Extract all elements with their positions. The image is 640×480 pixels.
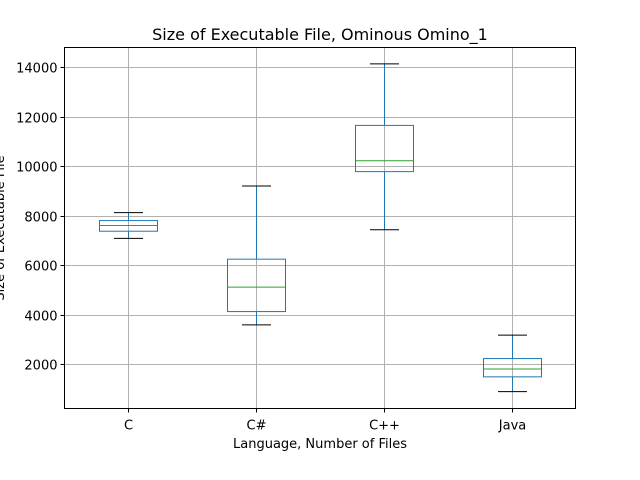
y-tick-label: 10000 <box>16 161 57 176</box>
x-tick-label: C <box>124 419 133 434</box>
iqr-box <box>355 124 414 173</box>
y-tick-label: 2000 <box>24 359 57 374</box>
box-layer <box>99 63 542 393</box>
chart-title: Size of Executable File, Ominous Omino_1 <box>152 25 488 45</box>
box-java <box>483 334 542 393</box>
x-ticks: C C# C++ Java <box>124 408 526 434</box>
x-tick-label: C++ <box>369 419 400 434</box>
iqr-box <box>227 258 286 313</box>
box-csharp <box>227 185 286 326</box>
x-tick-label: C# <box>247 419 267 434</box>
x-tick-label: Java <box>498 419 526 434</box>
y-tick-label: 6000 <box>24 260 57 275</box>
y-tick-label: 14000 <box>16 62 57 77</box>
box-cplusplus <box>355 63 414 231</box>
y-tick-label: 8000 <box>24 211 57 226</box>
box-c <box>99 212 158 239</box>
grid <box>64 47 576 409</box>
iqr-box <box>483 358 542 378</box>
y-tick-label: 12000 <box>16 112 57 127</box>
plot-frame <box>64 47 576 409</box>
y-ticks: 2000 4000 6000 8000 10000 12000 14000 <box>16 62 65 374</box>
x-axis-label: Language, Number of Files <box>233 437 407 452</box>
y-tick-label: 4000 <box>24 310 57 325</box>
y-axis-label: Size of Executable File <box>0 155 8 300</box>
